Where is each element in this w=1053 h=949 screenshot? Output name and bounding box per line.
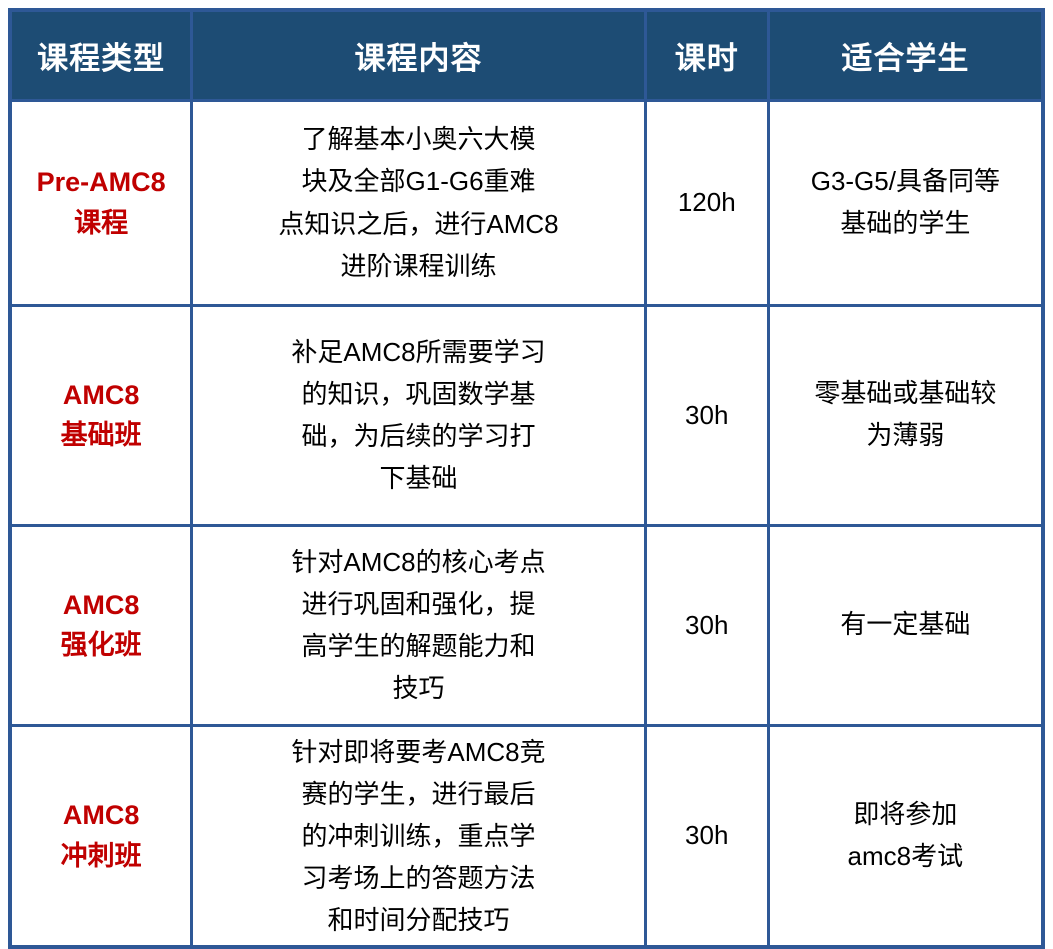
header-cell-course-content: 课程内容 <box>190 8 647 102</box>
table-row-amc8-basic: AMC8 基础班 补足AMC8所需要学习 的知识，巩固数学基 础，为后续的学习打… <box>8 303 1045 527</box>
hours-cell: 30h <box>643 523 770 727</box>
hours-cell: 120h <box>643 98 770 307</box>
students-cell: G3-G5/具备同等 基础的学生 <box>766 98 1045 307</box>
course-type-cell: AMC8 强化班 <box>8 523 194 727</box>
students-cell: 零基础或基础较 为薄弱 <box>766 303 1045 527</box>
hours-cell: 30h <box>643 723 770 949</box>
table-row-pre-amc8: Pre-AMC8 课程 了解基本小奥六大模 块及全部G1-G6重难 点知识之后，… <box>8 98 1045 307</box>
hours-cell: 30h <box>643 303 770 527</box>
students-cell: 有一定基础 <box>766 523 1045 727</box>
course-content-cell: 针对AMC8的核心考点 进行巩固和强化，提 高学生的解题能力和 技巧 <box>190 523 647 727</box>
table-row-amc8-sprint: AMC8 冲刺班 针对即将要考AMC8竞 赛的学生，进行最后 的冲刺训练，重点学… <box>8 723 1045 949</box>
course-content-cell: 补足AMC8所需要学习 的知识，巩固数学基 础，为后续的学习打 下基础 <box>190 303 647 527</box>
header-cell-course-type: 课程类型 <box>8 8 194 102</box>
course-content-cell: 了解基本小奥六大模 块及全部G1-G6重难 点知识之后，进行AMC8 进阶课程训… <box>190 98 647 307</box>
header-cell-suitable-students: 适合学生 <box>766 8 1045 102</box>
students-cell: 即将参加 amc8考试 <box>766 723 1045 949</box>
course-type-cell: AMC8 冲刺班 <box>8 723 194 949</box>
header-cell-hours: 课时 <box>643 8 770 102</box>
course-type-cell: AMC8 基础班 <box>8 303 194 527</box>
header-row: 课程类型 课程内容 课时 适合学生 <box>8 8 1045 102</box>
course-type-cell: Pre-AMC8 课程 <box>8 98 194 307</box>
course-content-cell: 针对即将要考AMC8竞 赛的学生，进行最后 的冲刺训练，重点学 习考场上的答题方… <box>190 723 647 949</box>
course-table: 课程类型 课程内容 课时 适合学生 Pre-AMC8 课程 了解基本小奥六大模 … <box>8 8 1045 949</box>
table-row-amc8-intensive: AMC8 强化班 针对AMC8的核心考点 进行巩固和强化，提 高学生的解题能力和… <box>8 523 1045 727</box>
